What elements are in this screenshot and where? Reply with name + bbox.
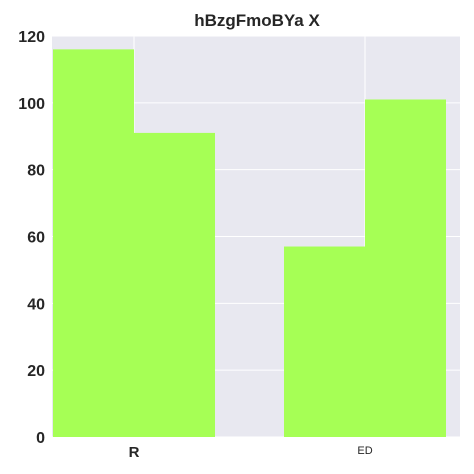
y-tick-label: 120 <box>18 29 45 46</box>
y-axis-ticks: 0 20 40 60 80 100 120 <box>18 29 45 447</box>
y-tick-label: 40 <box>27 296 45 313</box>
bar-ed-1 <box>284 246 365 437</box>
x-tick-label-ed: ED <box>357 445 372 457</box>
y-tick-label: 100 <box>18 96 45 113</box>
y-tick-label: 20 <box>27 363 45 380</box>
y-tick-label: 0 <box>36 430 45 447</box>
bar-r-2 <box>134 132 215 438</box>
bars <box>53 49 446 438</box>
bar-ed-2 <box>365 99 446 437</box>
x-tick-label-r: R <box>129 444 140 461</box>
y-tick-label: 60 <box>27 230 45 247</box>
bar-r-1 <box>53 49 134 437</box>
chart-title: hBzgFmoBYa X <box>194 11 320 30</box>
x-axis-ticks: R ED <box>129 444 373 461</box>
y-tick-label: 80 <box>27 163 45 180</box>
